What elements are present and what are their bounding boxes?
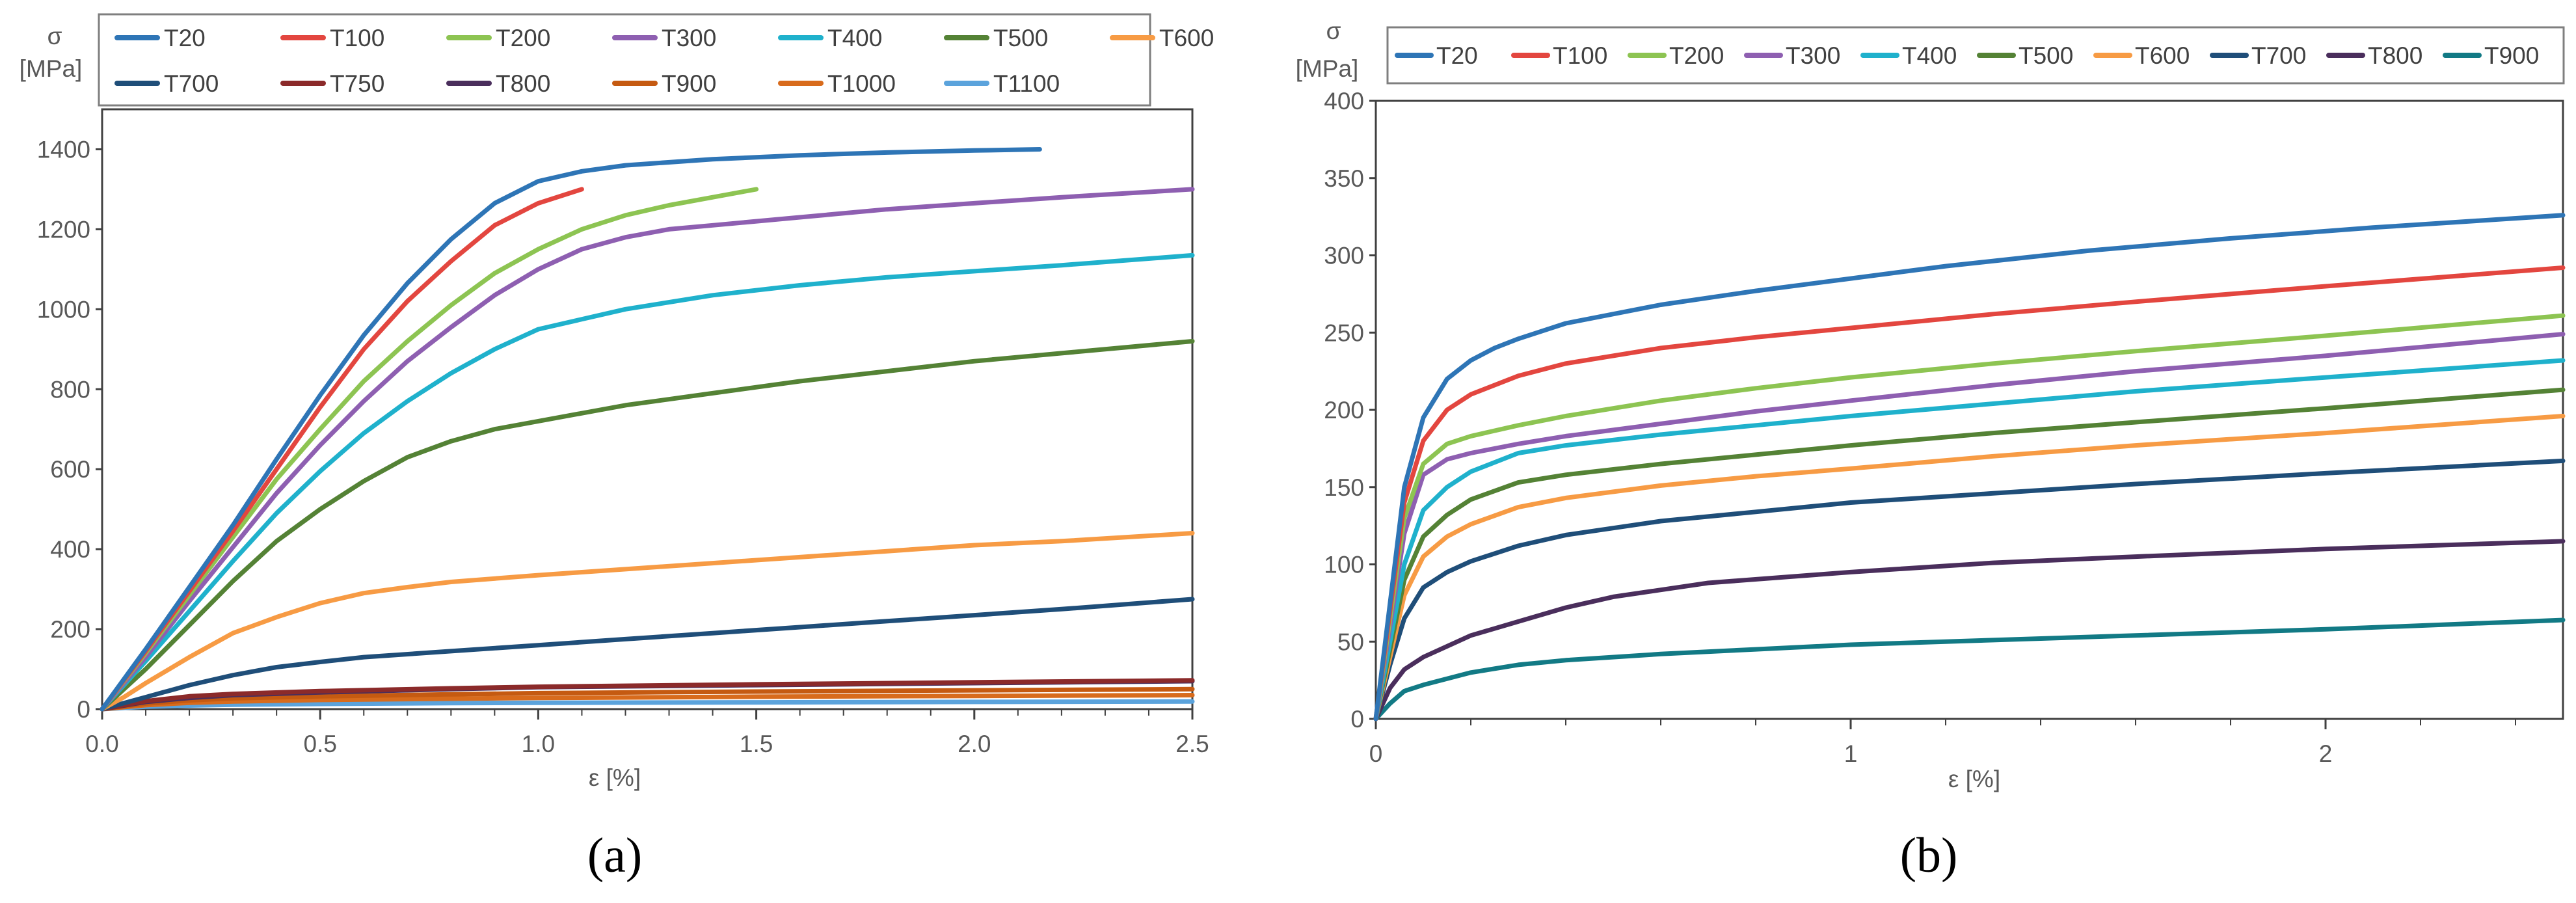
panel-b-legend-label: T20 <box>1436 42 1478 69</box>
panel-b-xtick-label: 0 <box>1369 740 1383 767</box>
panel-a-ylabel-unit: [MPa] <box>20 55 83 82</box>
panel-a-legend-box <box>98 13 1151 107</box>
panel-a-legend-label: T1100 <box>993 70 1060 97</box>
panel-b-series-T600 <box>1373 414 2566 721</box>
panel-a-series-T400 <box>100 252 1195 712</box>
panel-b-series-T200 <box>1373 313 2566 721</box>
panel-a-ytick-label: 400 <box>50 536 90 563</box>
panel-a-xtick-label: 2.0 <box>958 731 991 757</box>
panel-a-xtick-label: 1.5 <box>740 731 773 757</box>
panel-b-legend-label: T300 <box>1786 42 1840 69</box>
panel-a-xtick-label: 2.5 <box>1175 731 1209 757</box>
panel-b-xtick-label: 2 <box>2319 740 2333 767</box>
panel-a-series <box>100 147 1195 712</box>
panel-a-legend-label: T750 <box>330 70 384 97</box>
panel-b-legend-label: T800 <box>2368 42 2422 69</box>
panel-b-legend-label: T700 <box>2251 42 2306 69</box>
panel-a-series-T700 <box>100 597 1195 712</box>
panel-a-legend-label: T700 <box>164 70 219 97</box>
panel-b-ytick-label: 150 <box>1324 474 1364 501</box>
panel-a-legend-label: T200 <box>496 25 550 51</box>
panel-b-legend-label: T400 <box>1902 42 1957 69</box>
panel-a-legend-label: T600 <box>1159 25 1214 51</box>
panel-b-ylabel-unit: [MPa] <box>1296 55 1359 82</box>
panel-a-chart: 0 200 400 600 800 1000 1200 1400 0.0 0.5 1.0 1.5 2.0… <box>20 13 1214 883</box>
panel-a-series-T20 <box>100 147 1042 712</box>
panel-b-series-T500 <box>1373 387 2566 721</box>
panel-a-legend-label: T20 <box>164 25 206 51</box>
panel-b-series-T100 <box>1373 265 2566 721</box>
panel-b-series-T700 <box>1373 458 2566 721</box>
panel-b-series-T300 <box>1373 332 2566 721</box>
panel-a-xtick-label: 1.0 <box>522 731 555 757</box>
panel-b-series-T900 <box>1373 617 2566 721</box>
panel-b-series-T400 <box>1373 358 2566 721</box>
panel-a-ytick-label: 200 <box>50 616 90 643</box>
panel-b-ytick-label: 0 <box>1350 706 1364 733</box>
panel-a-ytick-label: 0 <box>77 696 90 723</box>
panel-a-legend-label: T1000 <box>827 70 896 97</box>
panel-a-legend-label: T300 <box>662 25 716 51</box>
panel-b-series <box>1373 213 2566 721</box>
panel-a-xtick-label: 0.5 <box>303 731 336 757</box>
panel-a-ytick-label: 1400 <box>37 136 90 163</box>
panel-a-legend: T20 T100 T200 T300 T400 T500 T600 T700 T750 T800 T… <box>114 25 1214 97</box>
panel-b-series-T800 <box>1373 539 2566 721</box>
panel-b-label: (b) <box>1900 828 1958 883</box>
panel-b-legend-box <box>1386 26 2565 85</box>
panel-a-xtick-label: 0.0 <box>85 731 118 757</box>
panel-b-ytick-label: 350 <box>1324 165 1364 192</box>
panel-b-ytick-label: 50 <box>1337 628 1364 655</box>
panel-b-legend-label: T900 <box>2484 42 2539 69</box>
panel-a-ytick-label: 1000 <box>37 296 90 323</box>
panel-b-ytick-label: 100 <box>1324 552 1364 578</box>
panel-a-series-T600 <box>100 531 1195 712</box>
panel-b-plot-area <box>1375 100 2564 720</box>
panel-a-ytick-label: 600 <box>50 456 90 483</box>
panel-b-legend-label: T500 <box>2019 42 2073 69</box>
panel-b-ytick-label: 200 <box>1324 397 1364 424</box>
panel-a-ylabel: σ <box>47 23 62 49</box>
panel-a-legend-label: T900 <box>662 70 716 97</box>
panel-a-series-T300 <box>100 187 1195 712</box>
panel-a-legend-label: T400 <box>827 25 882 51</box>
panel-a-xlabel: ε [%] <box>589 764 641 791</box>
panel-b-ytick-label: 300 <box>1324 243 1364 269</box>
panel-b-ytick-label: 250 <box>1324 319 1364 346</box>
panel-a-ytick-label: 1200 <box>37 216 90 243</box>
panel-b-series-T20 <box>1373 213 2566 721</box>
panel-a-label: (a) <box>587 828 642 883</box>
panel-b-ytick-label: 400 <box>1324 88 1364 115</box>
panel-a-ticks: 0 200 400 600 800 1000 1200 1400 0.0 0.5 1.0 1.5 2.0… <box>37 136 1209 757</box>
panel-b-xlabel: ε [%] <box>1948 766 2000 792</box>
panel-b-legend-label: T200 <box>1669 42 1724 69</box>
panel-a-legend-label: T500 <box>993 25 1048 51</box>
panel-a-series-T500 <box>100 339 1195 712</box>
panel-b-legend: T20 T100 T200 T300 T400 T500 T600 T700 T800 T900 <box>1395 42 2539 69</box>
panel-a-legend-label: T800 <box>496 70 550 97</box>
panel-b-ylabel: σ <box>1326 18 1341 44</box>
panel-b-xtick-label: 1 <box>1844 740 1858 767</box>
panel-b-ticks: 0 50 100 150 200 250 300 350 400 0 1 2 <box>1324 88 2516 767</box>
panel-b-legend-label: T100 <box>1553 42 1607 69</box>
panel-b-legend-label: T600 <box>2135 42 2190 69</box>
panel-a-ytick-label: 800 <box>50 376 90 403</box>
panel-a-legend-label: T100 <box>330 25 384 51</box>
panel-a-series-T750 <box>100 678 1195 712</box>
